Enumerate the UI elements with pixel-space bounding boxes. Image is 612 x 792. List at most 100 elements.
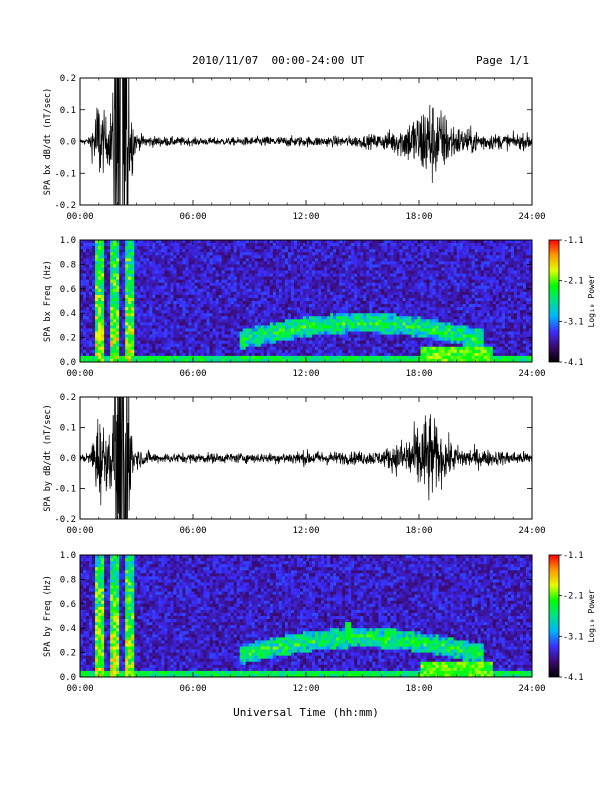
spectrogram-cell	[429, 301, 433, 305]
spectrogram-cell	[152, 322, 156, 326]
spectrogram-cell	[152, 294, 156, 299]
spectrogram-cell	[384, 310, 388, 314]
spectrogram-cell	[405, 358, 409, 363]
spectrogram-cell	[384, 246, 388, 250]
spectrogram-cell	[125, 358, 129, 363]
spectrogram-cell	[254, 337, 259, 342]
spectrogram-cell	[378, 297, 382, 302]
spectrogram-cell	[381, 334, 385, 338]
spectrogram-cell	[351, 301, 355, 305]
spectrogram-cell	[290, 313, 295, 317]
spectrogram-cell	[284, 273, 289, 277]
spectrogram-cell	[441, 304, 446, 308]
spectrogram-cell	[309, 261, 313, 265]
spectrogram-cell	[158, 267, 162, 271]
spectrogram-cell	[408, 328, 412, 332]
spectrogram-cell	[396, 316, 400, 320]
spectrogram-cell	[215, 310, 220, 314]
spectrogram-cell	[381, 310, 385, 314]
spectrogram-cell	[312, 276, 316, 281]
spectrogram-cell	[290, 325, 295, 329]
spectrogram-cell	[426, 294, 430, 299]
spectrogram-cell	[429, 279, 433, 284]
spectrogram-cell	[125, 282, 129, 287]
spectrogram-cell	[336, 352, 340, 357]
spectrogram-cell	[284, 352, 289, 357]
spectrogram-cell	[128, 243, 132, 247]
spectrogram-cell	[83, 355, 87, 360]
spectrogram-cell	[137, 246, 141, 250]
spectrogram-cell	[363, 319, 367, 323]
spectrogram-cell	[233, 301, 238, 305]
spectrogram-cell	[302, 258, 307, 262]
spectrogram-cell	[339, 301, 343, 305]
spectrogram-cell	[239, 343, 244, 348]
spectrogram-cell	[197, 334, 201, 338]
spectrogram-cell	[330, 358, 334, 363]
spectrogram-cell	[131, 249, 135, 253]
spectrogram-cell	[224, 255, 229, 259]
spectrogram-cell	[185, 291, 189, 296]
spectrogram-cell	[272, 294, 277, 299]
spectrogram-cell	[167, 304, 171, 308]
spectrogram-cell	[441, 294, 446, 299]
spectrogram-cell	[284, 328, 289, 332]
spectrogram-cell	[266, 349, 271, 354]
spectrogram-cell	[354, 355, 358, 360]
spectrogram-cell	[149, 349, 153, 354]
spectrogram-cell	[402, 346, 406, 351]
spectrogram-cell	[116, 334, 120, 338]
spectrogram-cell	[155, 264, 159, 268]
spectrogram-cell	[188, 267, 192, 271]
spectrogram-cell	[324, 352, 328, 357]
spectrogram-cell	[152, 282, 156, 287]
spectrogram-cell	[281, 343, 286, 348]
spectrogram-cell	[200, 288, 204, 293]
spectrogram-cell	[438, 264, 442, 268]
spectrogram-cell	[387, 270, 391, 274]
spectrogram-cell	[149, 343, 153, 348]
spectrogram-cell	[248, 294, 253, 299]
spectrogram-cell	[312, 264, 316, 268]
spectrogram-cell	[149, 276, 153, 281]
spectrogram-cell	[263, 294, 268, 299]
spectrogram-cell	[101, 325, 105, 329]
spectrogram-cell	[119, 285, 123, 290]
spectrogram-cell	[161, 258, 165, 262]
spectrogram-cell	[152, 255, 156, 259]
spectrogram-cell	[128, 255, 132, 259]
spectrogram-cell	[299, 243, 304, 247]
spectrogram-cell	[293, 252, 298, 256]
spectrogram-cell	[194, 240, 198, 244]
spectrogram-cell	[251, 267, 256, 271]
spectrogram-cell	[158, 243, 162, 247]
spectrogram-cell	[170, 249, 174, 253]
spectrogram-cell	[402, 258, 406, 262]
spectrogram-cell	[348, 255, 352, 259]
spectrogram-cell	[287, 267, 292, 271]
spectrogram-cell	[330, 294, 334, 299]
spectrogram-cell	[405, 313, 409, 317]
spectrogram-cell	[233, 319, 238, 323]
spectrogram-cell	[333, 310, 337, 314]
spectrogram-cell	[170, 337, 174, 342]
spectrogram-cell	[312, 322, 316, 326]
spectrogram-cell	[215, 276, 220, 281]
spectrogram-cell	[438, 355, 442, 360]
spectrogram-cell	[336, 264, 340, 268]
spectrogram-cell	[215, 322, 220, 326]
spectrogram-cell	[390, 301, 394, 305]
spectrogram-cell	[257, 276, 262, 281]
spectrogram-cell	[396, 313, 400, 317]
spectrogram-cell	[438, 340, 442, 345]
spectrogram-cell	[426, 273, 430, 277]
spectrogram-cell	[312, 273, 316, 277]
spectrogram-cell	[101, 322, 105, 326]
spectrogram-cell	[408, 279, 412, 284]
spectrogram-cell	[122, 355, 126, 360]
spectrogram-cell	[429, 294, 433, 299]
spectrogram-cell	[405, 352, 409, 357]
spectrogram-cell	[197, 301, 201, 305]
spectrogram-cell	[98, 246, 102, 250]
spectrogram-cell	[104, 267, 108, 271]
